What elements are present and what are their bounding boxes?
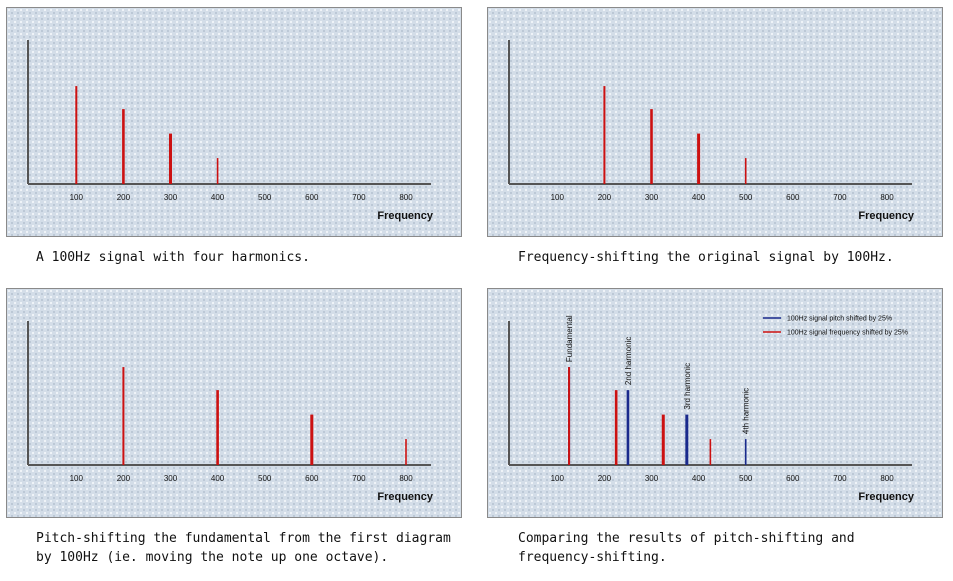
x-tick-label: 700 — [352, 474, 366, 483]
x-axis-label: Frequency — [858, 210, 915, 222]
legend-label: 100Hz signal frequency shifted by 25% — [787, 330, 908, 337]
caption-2: Frequency-shifting the original signal b… — [518, 250, 894, 265]
x-axis-label: Frequency — [377, 210, 434, 222]
annotation-label: 2nd harmonic — [624, 337, 633, 385]
bar-300 — [650, 109, 653, 184]
bar-200 — [603, 86, 606, 184]
chart-panel-4: 100 200 300 400 500 600 700 800 Frequency Fundame… — [487, 288, 943, 518]
bar-600 — [310, 414, 314, 465]
bar-400 — [697, 133, 701, 184]
x-tick-label: 800 — [880, 474, 894, 483]
x-axis-label: Frequency — [858, 491, 915, 503]
chart-svg-2: 100 200 300 400 500 600 700 800 Frequency — [508, 40, 915, 222]
caption-4: Comparing the results of pitch-shifting … — [518, 531, 855, 565]
bar-400 — [216, 390, 219, 465]
bar-300 — [169, 133, 172, 184]
x-tick-label: 300 — [645, 193, 659, 202]
x-tick-label: 800 — [399, 193, 413, 202]
x-tick-label: 700 — [352, 193, 366, 202]
x-tick-label: 600 — [305, 193, 319, 202]
x-tick-label: 600 — [786, 193, 800, 202]
x-tick-label: 500 — [258, 193, 272, 202]
chart-svg-3: 100 200 300 400 500 600 700 800 Frequency — [27, 321, 434, 503]
x-tick-label: 400 — [211, 474, 225, 483]
chart-panel-2: 100 200 300 400 500 600 700 800 Frequency — [487, 7, 943, 237]
x-tick-label: 500 — [258, 474, 272, 483]
x-tick-label: 800 — [399, 474, 413, 483]
x-tick-label: 600 — [786, 474, 800, 483]
x-tick-label: 400 — [692, 193, 706, 202]
bar-500 — [744, 158, 747, 184]
bar-series0-250 — [626, 390, 630, 465]
x-tick-label: 100 — [70, 193, 84, 202]
legend-label: 100Hz signal pitch shifted by 25% — [787, 316, 892, 323]
bar-100 — [75, 86, 78, 184]
x-tick-label: 200 — [598, 193, 612, 202]
x-tick-label: 500 — [739, 193, 753, 202]
x-tick-label: 700 — [833, 193, 847, 202]
x-tick-label: 400 — [692, 474, 706, 483]
bar-series1-425 — [709, 439, 712, 465]
bar-series0-375 — [685, 414, 689, 465]
annotation-label: 3rd harmonic — [683, 363, 692, 410]
x-tick-label: 100 — [551, 474, 565, 483]
bar-200 — [122, 109, 125, 184]
x-tick-label: 800 — [880, 193, 894, 202]
x-tick-label: 700 — [833, 474, 847, 483]
x-tick-label: 600 — [305, 474, 319, 483]
x-tick-label: 200 — [117, 474, 131, 483]
x-tick-label: 100 — [70, 474, 84, 483]
bar-series1-125 — [568, 367, 571, 465]
annotation-label: 4th harmonic — [742, 388, 751, 434]
x-tick-label: 200 — [598, 474, 612, 483]
bar-200 — [122, 367, 125, 465]
chart-svg-1: 100 200 300 400 500 600 700 800 Frequency — [27, 40, 434, 222]
caption-3: Pitch-shifting the fundamental from the … — [36, 531, 451, 565]
annotation-label: Fundamental — [565, 315, 574, 362]
bar-400 — [216, 158, 219, 184]
x-axis-label: Frequency — [377, 491, 434, 503]
caption-1: A 100Hz signal with four harmonics. — [36, 250, 310, 265]
x-tick-label: 300 — [164, 193, 178, 202]
x-tick-label: 300 — [164, 474, 178, 483]
bar-series1-225 — [614, 390, 618, 465]
x-tick-label: 200 — [117, 193, 131, 202]
chart-panel-3: 100 200 300 400 500 600 700 800 Frequency — [6, 288, 462, 518]
bar-800 — [405, 439, 407, 465]
chart-panel-1: 100 200 300 400 500 600 700 800 Frequency — [6, 7, 462, 237]
x-tick-label: 400 — [211, 193, 225, 202]
x-tick-label: 500 — [739, 474, 753, 483]
x-tick-label: 100 — [551, 193, 565, 202]
bar-series0-500 — [744, 439, 747, 465]
x-tick-label: 300 — [645, 474, 659, 483]
bar-series1-325 — [661, 414, 665, 465]
chart-svg-4: 100 200 300 400 500 600 700 800 Frequency Fundame… — [508, 315, 915, 503]
